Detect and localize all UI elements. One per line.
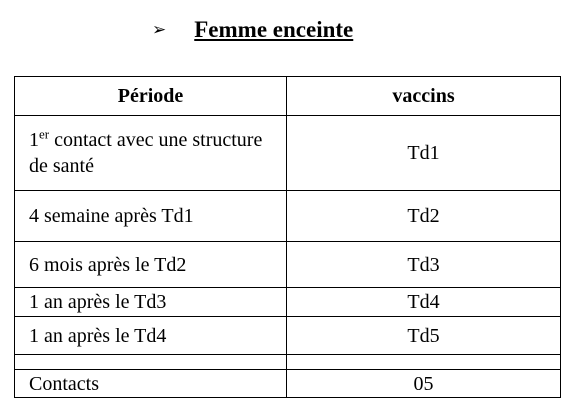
period-cell [14,354,287,370]
column-header-period: Période [14,76,287,116]
arrow-bullet-icon: ➢ [152,20,167,39]
period-cell: 6 mois après le Td2 [14,241,287,288]
table-row: 4 semaine après Td1 Td2 [14,190,561,242]
period-cell: Contacts [14,369,287,398]
section-title: Femme enceinte [194,17,354,42]
period-cell: 1 an après le Td3 [14,287,287,317]
table-header-row: Période vaccins [14,76,561,116]
column-header-vaccines: vaccins [286,76,561,116]
vaccine-cell: Td3 [286,241,561,288]
vaccine-cell: 05 [286,369,561,398]
period-cell: 1 an après le Td4 [14,316,287,355]
vaccine-cell: Td2 [286,190,561,242]
vaccine-cell: Td1 [286,115,561,191]
vaccine-cell: Td4 [286,287,561,317]
vaccine-cell: Td5 [286,316,561,355]
table-row: 1 an après le Td3 Td4 [14,287,561,317]
period-cell: 1er contact avec une structure de santé [14,115,287,191]
vaccination-schedule-table: Période vaccins 1er contact avec une str… [14,76,561,398]
period-cell: 4 semaine après Td1 [14,190,287,242]
section-heading: ➢ Femme enceinte [152,14,353,46]
table-row-total: Contacts 05 [14,369,561,398]
vaccine-cell [286,354,561,370]
table-row: 1er contact avec une structure de santé … [14,115,561,191]
table-row: 6 mois après le Td2 Td3 [14,241,561,288]
table-row: 1 an après le Td4 Td5 [14,316,561,355]
table-row-empty [14,354,561,370]
